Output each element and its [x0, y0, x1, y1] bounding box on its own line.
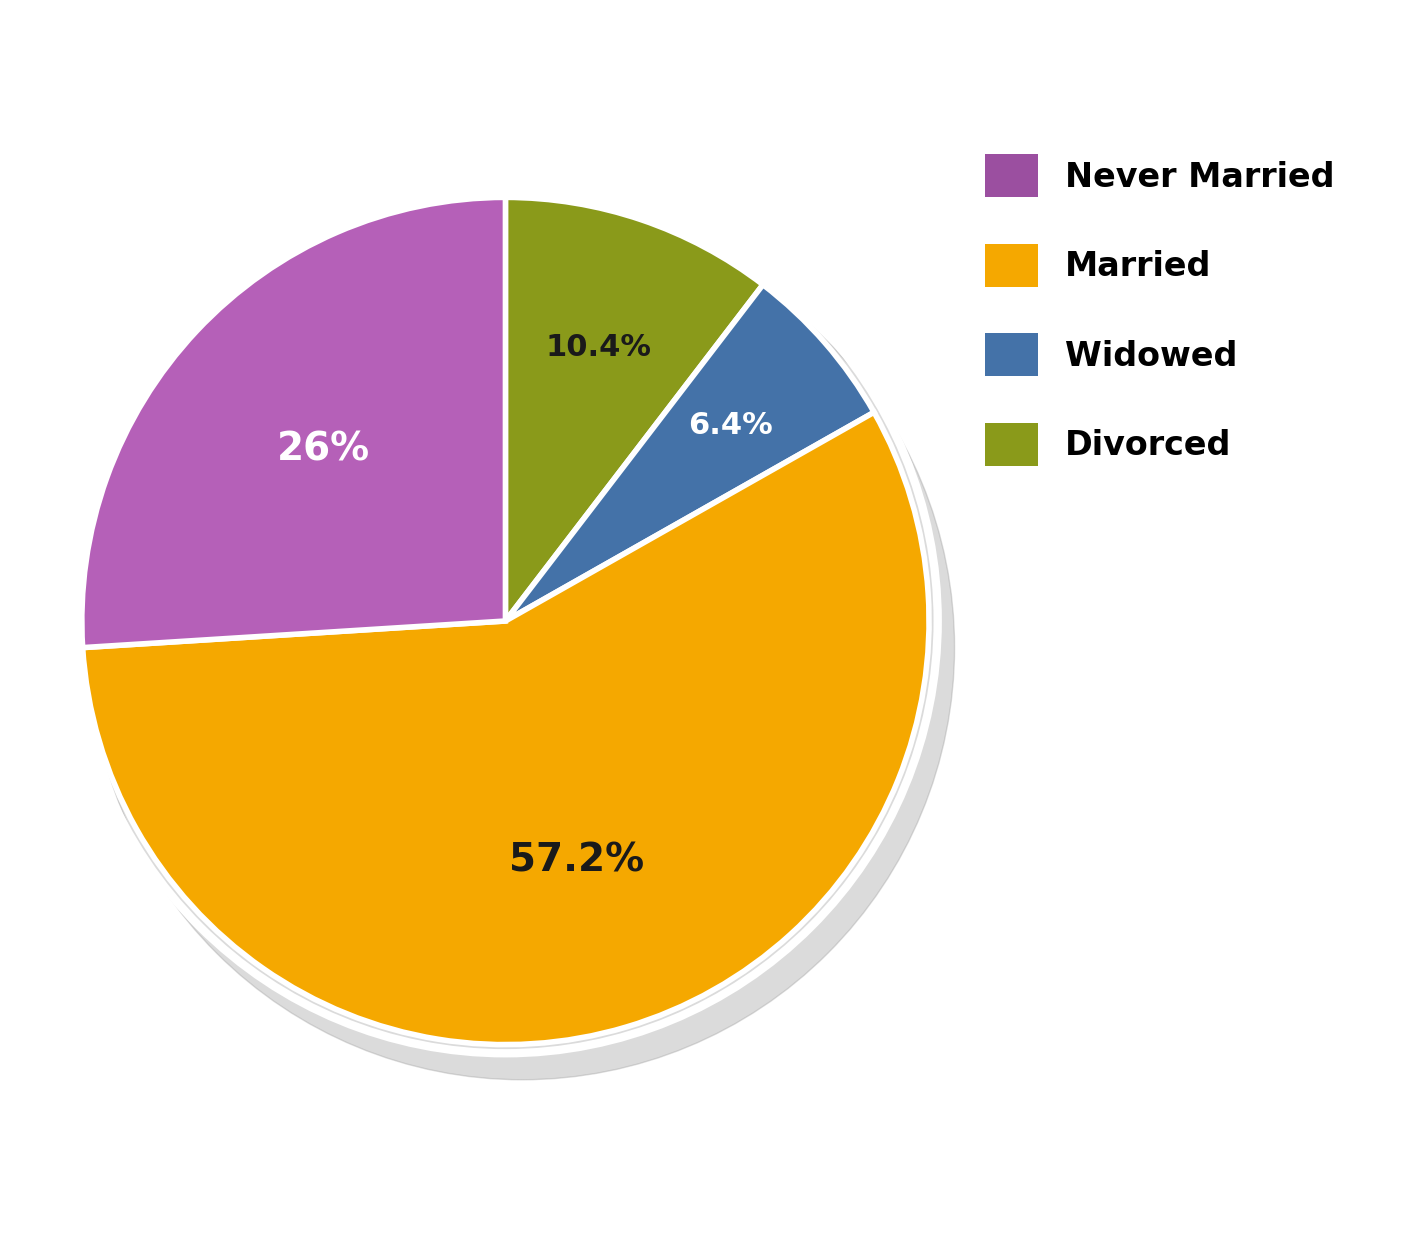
Legend: Never Married, Married, Widowed, Divorced: Never Married, Married, Widowed, Divorce… — [972, 140, 1348, 479]
Wedge shape — [505, 197, 762, 621]
Text: 6.4%: 6.4% — [688, 411, 774, 440]
Text: 57.2%: 57.2% — [510, 842, 644, 879]
Wedge shape — [83, 412, 929, 1045]
Wedge shape — [81, 197, 505, 647]
Circle shape — [90, 215, 955, 1079]
Text: 26%: 26% — [277, 431, 369, 468]
Text: 10.4%: 10.4% — [545, 333, 651, 361]
Wedge shape — [505, 284, 875, 621]
